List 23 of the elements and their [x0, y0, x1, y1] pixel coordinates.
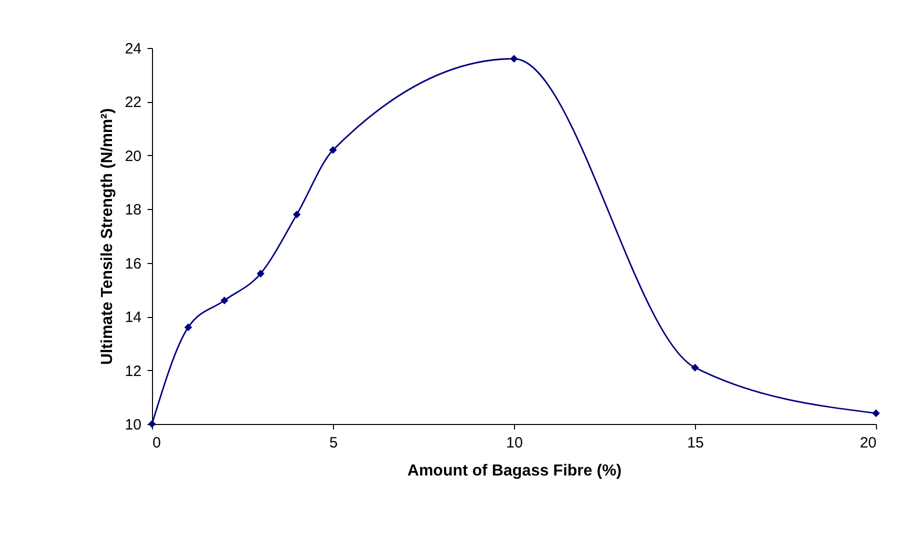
point [220, 296, 228, 304]
y-tick-label: 18 [124, 202, 142, 219]
y-tick-label: 24 [124, 40, 142, 58]
x-axis-title: Amount of Bagass Fibre (%) [407, 462, 622, 480]
point [510, 54, 518, 63]
point [184, 323, 192, 332]
point [256, 270, 264, 278]
point [691, 364, 699, 372]
y-tick-label: 10 [124, 416, 142, 434]
y-tick-label: 14 [124, 309, 142, 326]
y-tick-label: 22 [124, 94, 142, 112]
x-tick-label: 10 [506, 434, 523, 452]
y-tick-label: 20 [124, 148, 142, 165]
x-tick-label: 20 [860, 434, 876, 452]
x-tick-label: 0 [152, 434, 161, 452]
y-axis-title: Ultimate Tensile Strength (N/mm²) [98, 108, 116, 365]
x-tick-label: 5 [329, 434, 338, 452]
point [329, 146, 337, 154]
point [872, 409, 880, 418]
point [292, 210, 301, 218]
y-tick-label: 12 [124, 362, 142, 380]
x-tick-label: 15 [687, 434, 704, 452]
y-tick-label: 16 [124, 255, 142, 272]
